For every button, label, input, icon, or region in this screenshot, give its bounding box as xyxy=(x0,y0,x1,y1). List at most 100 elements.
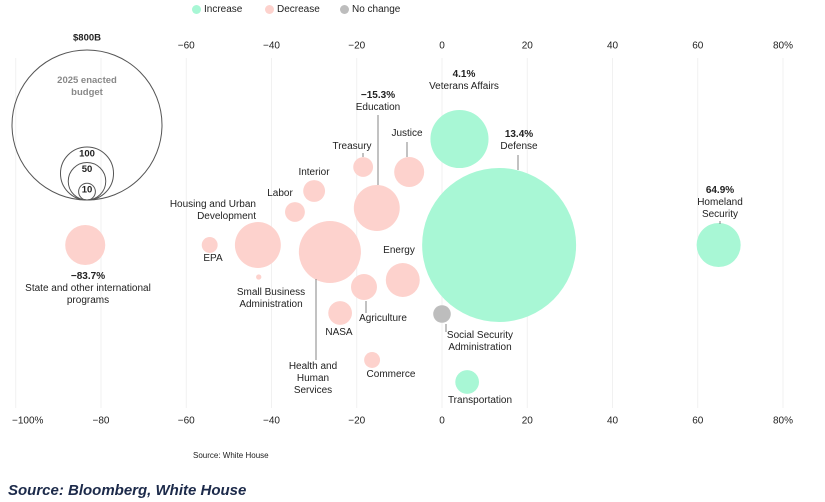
x-tick-label: 0 xyxy=(439,416,445,427)
category-label: Labor xyxy=(267,188,293,199)
bubble-label: Labor xyxy=(260,188,300,200)
x-tick-label: −40 xyxy=(263,416,280,427)
category-label: Social Security Administration xyxy=(446,330,514,353)
category-label: Agriculture xyxy=(359,313,407,324)
legend-label: Decrease xyxy=(277,4,320,15)
size-legend-circle xyxy=(78,182,96,201)
bubble-label: 13.4% Defense xyxy=(489,129,549,153)
bubble-label: 64.9% Homeland Security xyxy=(680,185,760,221)
bubble-label: EPA xyxy=(193,253,233,265)
x-tick-label-top: −60 xyxy=(178,41,195,52)
bubble xyxy=(298,220,361,284)
bubble xyxy=(385,263,420,297)
value-label: 13.4% xyxy=(504,129,534,140)
bubble xyxy=(433,305,451,323)
category-label: Education xyxy=(355,102,401,113)
bubble xyxy=(285,202,305,222)
bubble-label: Health and Human Services xyxy=(283,361,343,397)
bubble xyxy=(394,157,425,187)
bubble-label: Small Business Administration xyxy=(216,287,326,311)
x-tick-label-top: 60 xyxy=(692,41,704,52)
bubble-label: Transportation xyxy=(440,395,520,407)
size-legend-label: 50 xyxy=(82,164,93,175)
bubble-label: Energy xyxy=(374,245,424,257)
category-label: Justice xyxy=(391,128,423,139)
bubble-label: Housing and Urban Development xyxy=(156,199,256,223)
x-tick-label-top: −40 xyxy=(263,41,280,52)
category-label: EPA xyxy=(203,253,223,264)
bubble xyxy=(201,237,218,253)
category-label: Treasury xyxy=(332,141,372,152)
value-label: −83.7% xyxy=(70,271,106,282)
x-tick-label: 60 xyxy=(692,416,704,427)
bubble xyxy=(234,222,281,268)
x-tick-label: −20 xyxy=(348,416,365,427)
x-tick-label-top: 80% xyxy=(773,41,793,52)
bubble xyxy=(353,185,400,231)
legend-item: Increase xyxy=(192,4,242,15)
category-label: Homeland Security xyxy=(697,197,743,220)
size-legend-label: 100 xyxy=(79,148,95,159)
legend-label: No change xyxy=(352,4,401,15)
bubble-label: Justice xyxy=(382,128,432,140)
category-label: Transportation xyxy=(447,395,513,406)
size-legend-title: 2025 enacted budget xyxy=(57,75,117,98)
size-legend-circle xyxy=(11,49,163,201)
legend-label: Increase xyxy=(204,4,243,15)
category-label: Veterans Affairs xyxy=(429,81,499,92)
x-tick-label: 40 xyxy=(607,416,619,427)
category-label: NASA xyxy=(325,327,353,338)
x-tick-label-top: 0 xyxy=(439,41,445,52)
category-label: Energy xyxy=(383,245,415,256)
category-label: Health and Human Services xyxy=(288,361,338,396)
legend-item: No change xyxy=(340,4,400,15)
value-label: 64.9% xyxy=(705,185,735,196)
x-tick-label: −60 xyxy=(178,416,195,427)
bubble xyxy=(696,222,741,268)
category-label: Defense xyxy=(500,141,538,152)
category-label: Interior xyxy=(298,167,330,178)
bubble xyxy=(353,157,374,177)
x-tick-label-top: −20 xyxy=(348,41,365,52)
bubble xyxy=(328,301,352,325)
bubble xyxy=(455,370,480,394)
bubble-label: −83.7% State and other international prog… xyxy=(18,271,158,307)
category-label: State and other international programs xyxy=(25,283,151,306)
category-label: Housing and Urban Development xyxy=(169,199,256,222)
x-tick-label: −80 xyxy=(93,416,110,427)
bubble xyxy=(256,274,262,280)
bubble xyxy=(303,180,326,202)
legend-swatch xyxy=(192,5,201,14)
size-legend-label: 10 xyxy=(82,185,93,196)
bubble xyxy=(430,109,489,169)
size-legend-label: $800B xyxy=(73,33,101,44)
value-label: −15.3% xyxy=(360,90,396,101)
bubble-label: 4.1% Veterans Affairs xyxy=(429,69,499,93)
x-tick-label: −100% xyxy=(12,416,44,427)
category-label: Small Business Administration xyxy=(236,287,306,310)
category-label: Commerce xyxy=(366,369,416,380)
source-note: Source: White House xyxy=(193,451,269,460)
bubble xyxy=(364,352,381,368)
value-label: 4.1% xyxy=(452,69,476,80)
bubble-label: NASA xyxy=(319,327,359,339)
x-tick-label: 20 xyxy=(522,416,534,427)
x-tick-label: 80% xyxy=(773,416,793,427)
caption: Source: Bloomberg, White House xyxy=(8,482,247,499)
bubble-label: Commerce xyxy=(361,369,421,381)
bubble-label: Treasury xyxy=(327,141,377,153)
x-tick-label-top: 40 xyxy=(607,41,619,52)
bubble xyxy=(422,168,577,322)
bubble xyxy=(351,274,377,300)
bubble-label: Interior xyxy=(289,167,339,179)
x-tick-label-top: 20 xyxy=(522,41,534,52)
bubble-label: Agriculture xyxy=(353,313,413,325)
bubble-label: Social Security Administration xyxy=(425,330,535,354)
legend-swatch xyxy=(265,5,274,14)
legend-item: Decrease xyxy=(265,4,320,15)
bubble xyxy=(65,224,106,266)
legend-swatch xyxy=(340,5,349,14)
bubble-label: −15.3% Education xyxy=(343,90,413,114)
